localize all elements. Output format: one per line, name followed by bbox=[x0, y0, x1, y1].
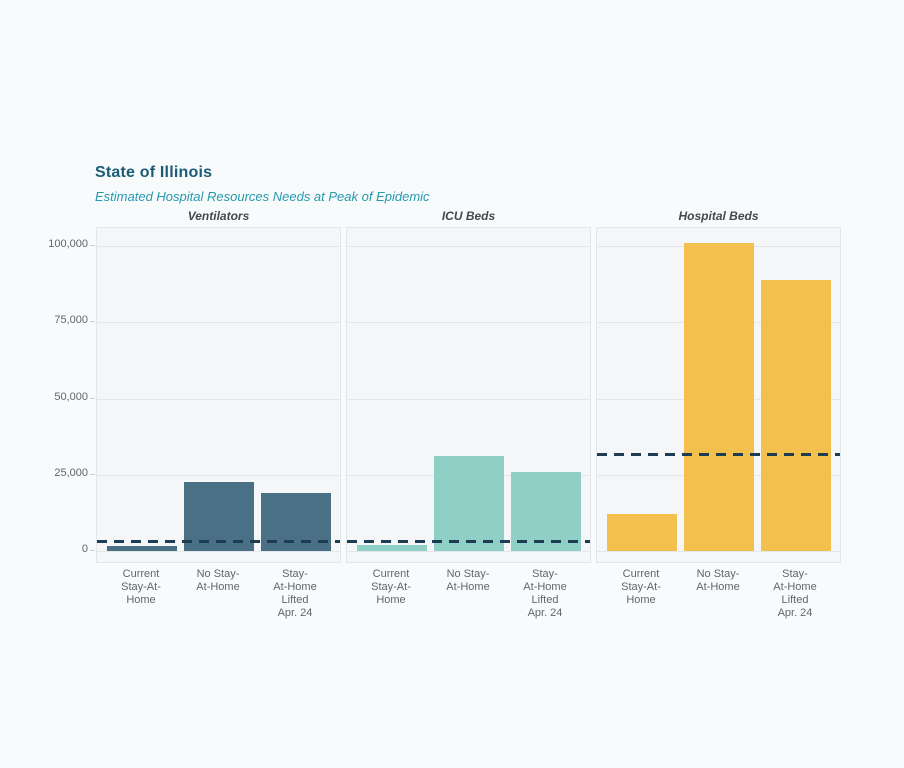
y-tick-label: 50,000 bbox=[54, 390, 88, 403]
y-tick-mark bbox=[90, 321, 95, 323]
gridline bbox=[97, 551, 340, 552]
panel-title-icu-beds: ICU Beds bbox=[441, 209, 496, 223]
bar-hospital-beds-0 bbox=[607, 514, 677, 551]
capacity-line-ventilators bbox=[97, 540, 340, 544]
gridline bbox=[347, 551, 590, 552]
x-tick-label: Current Stay-At- Home bbox=[371, 568, 411, 606]
x-tick-label: Current Stay-At- Home bbox=[121, 568, 161, 606]
gridline bbox=[347, 398, 590, 400]
gridline bbox=[97, 474, 340, 476]
gridline bbox=[597, 551, 840, 552]
chart-subtitle: Estimated Hospital Resources Needs at Pe… bbox=[95, 189, 430, 204]
x-tick-label: Stay- At-Home Lifted Apr. 24 bbox=[523, 568, 567, 619]
x-tick-label: Stay- At-Home Lifted Apr. 24 bbox=[773, 568, 817, 619]
bar-ventilators-1 bbox=[184, 482, 254, 551]
y-tick-label: 100,000 bbox=[48, 238, 88, 250]
y-tick-mark bbox=[90, 397, 95, 399]
y-tick-label: 25,000 bbox=[54, 466, 88, 479]
panel-title-hospital-beds: Hospital Beds bbox=[678, 209, 759, 223]
capacity-line-icu-beds bbox=[347, 540, 590, 544]
gridline bbox=[97, 246, 340, 247]
panel-title-ventilators: Ventilators bbox=[187, 209, 250, 223]
x-tick-label: No Stay- At-Home bbox=[446, 568, 490, 593]
capacity-line-hospital-beds bbox=[597, 453, 840, 457]
y-tick-mark bbox=[90, 245, 95, 246]
gridline bbox=[347, 246, 590, 247]
bar-icu-beds-1 bbox=[434, 456, 504, 551]
bar-hospital-beds-1 bbox=[684, 242, 754, 551]
gridline bbox=[97, 322, 340, 324]
x-tick-label: No Stay- At-Home bbox=[696, 568, 740, 593]
x-tick-label: Stay- At-Home Lifted Apr. 24 bbox=[273, 568, 317, 619]
panel-hospital-beds bbox=[596, 227, 841, 563]
bar-icu-beds-0 bbox=[357, 544, 427, 551]
bar-hospital-beds-2 bbox=[761, 279, 831, 551]
x-tick-label: Current Stay-At- Home bbox=[621, 568, 661, 606]
panel-ventilators bbox=[96, 227, 341, 563]
bar-icu-beds-2 bbox=[511, 471, 581, 551]
y-tick-label: 75,000 bbox=[54, 314, 88, 327]
bar-ventilators-0 bbox=[107, 546, 177, 551]
chart-title: State of Illinois bbox=[95, 164, 213, 181]
panel-icu-beds bbox=[346, 227, 591, 563]
gridline bbox=[347, 322, 590, 324]
y-tick-mark bbox=[90, 550, 95, 551]
x-tick-label: No Stay- At-Home bbox=[196, 568, 240, 593]
y-tick-mark bbox=[90, 473, 95, 475]
gridline bbox=[97, 398, 340, 400]
y-tick-label: 0 bbox=[81, 543, 88, 555]
